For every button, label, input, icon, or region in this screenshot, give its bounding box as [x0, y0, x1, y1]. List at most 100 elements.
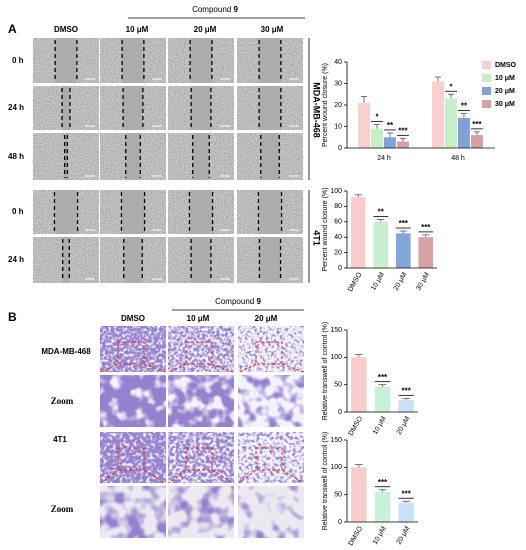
y-tick-label: 50 — [334, 382, 342, 389]
x-tick-label: 20 μM — [396, 415, 412, 436]
zoom-line — [100, 469, 119, 484]
legend-label: DMSO — [495, 62, 517, 69]
legend-label: 30 μM — [495, 101, 515, 108]
significance-label: *** — [421, 223, 431, 232]
zoom-line — [211, 469, 234, 484]
wound-gap — [55, 38, 77, 83]
zoom-line — [168, 363, 187, 373]
micrograph — [238, 486, 304, 538]
legend-label: 20 μM — [495, 88, 515, 95]
column-label: 20 μM — [194, 25, 217, 34]
zoom-line — [238, 469, 257, 484]
wound-gap — [62, 237, 70, 283]
wound-gap — [122, 38, 144, 83]
significance-label: *** — [401, 386, 411, 395]
row-label: 24 h — [8, 255, 24, 264]
x-tick-label: 20 μM — [396, 525, 412, 546]
wound-gap — [192, 133, 210, 180]
wound-gap — [191, 237, 211, 283]
cell-line-label: 4T1 — [312, 230, 322, 246]
significance-label: * — [449, 82, 453, 91]
row-label: MDA-MB-468 — [41, 347, 91, 356]
compound-header: Compound 9 — [192, 5, 238, 14]
y-axis-label: Relative transwell of control (%) — [322, 432, 329, 530]
zoom-line — [168, 469, 187, 484]
panel-letter: A — [8, 22, 17, 36]
y-tick-label: 50 — [334, 492, 342, 499]
legend-swatch — [482, 74, 491, 82]
micrograph — [238, 432, 304, 483]
zoom-line — [281, 469, 304, 484]
wound-gap — [189, 190, 213, 234]
wound-gap — [123, 237, 143, 283]
row-label: Zoom — [51, 504, 74, 514]
y-tick-label: 100 — [330, 188, 342, 195]
y-tick-label: 0 — [338, 145, 342, 152]
row-label: 48 h — [8, 152, 24, 161]
column-label: 20 μM — [255, 314, 278, 323]
bar — [374, 491, 391, 522]
y-tick-label: 60 — [334, 219, 342, 226]
micrograph — [168, 432, 234, 483]
y-tick-label: 20 — [334, 102, 342, 109]
bar — [432, 81, 445, 148]
y-tick-label: 30 — [334, 80, 342, 87]
bar — [374, 386, 391, 412]
wound-gap — [64, 133, 68, 180]
y-axis-label: Percent wound closure (%) — [322, 63, 329, 147]
zoom-line — [143, 363, 166, 373]
micrograph — [100, 326, 166, 372]
wound-gap — [259, 38, 281, 83]
y-tick-label: 0 — [338, 519, 342, 526]
y-tick-label: 150 — [330, 327, 342, 334]
micrograph — [100, 432, 166, 483]
compound-header: Compound 9 — [215, 297, 261, 306]
wound-gap — [123, 86, 143, 130]
y-tick-label: 80 — [334, 203, 342, 210]
legend-label: 10 μM — [495, 75, 515, 82]
bar — [371, 128, 383, 148]
column-label: DMSO — [54, 25, 78, 34]
y-tick-label: 100 — [330, 464, 342, 471]
wound-gap — [190, 38, 212, 83]
bar — [418, 237, 434, 268]
x-tick-label: DMSO — [347, 271, 364, 293]
y-axis-label: Relative transwell of control (%) — [322, 322, 329, 420]
wound-gap — [121, 190, 145, 234]
zoom-line — [211, 363, 234, 373]
micrograph — [168, 486, 234, 538]
zoom-box — [185, 447, 213, 471]
wound-gap — [259, 237, 281, 283]
zoom-box — [255, 341, 283, 365]
legend-swatch — [482, 100, 491, 108]
micrograph — [168, 375, 234, 427]
x-tick-label: 48 h — [451, 155, 465, 162]
wound-gap — [125, 133, 141, 180]
bar — [384, 137, 396, 148]
legend-swatch — [482, 87, 491, 95]
wound-gap — [260, 133, 280, 180]
bar — [358, 102, 371, 148]
panel-letter: B — [8, 310, 17, 324]
row-label: 0 h — [12, 207, 24, 216]
significance-label: *** — [399, 219, 409, 228]
zoom-box — [255, 447, 283, 471]
x-tick-label: 30 μM — [415, 271, 431, 292]
y-tick-label: 0 — [338, 265, 342, 272]
bar — [351, 467, 367, 522]
zoom-box — [185, 341, 213, 365]
zoom-line — [238, 363, 257, 373]
x-tick-label: 10 μM — [372, 525, 388, 546]
wound-gap — [191, 86, 211, 130]
micrograph — [238, 326, 304, 372]
compound-label: Compound — [192, 5, 231, 14]
column-label: 10 μM — [187, 314, 210, 323]
significance-label: *** — [378, 373, 388, 382]
significance-label: ** — [461, 102, 468, 111]
bar — [398, 502, 414, 522]
micrograph — [100, 486, 166, 538]
x-tick-label: 24 h — [377, 155, 391, 162]
y-tick-label: 100 — [330, 354, 342, 361]
